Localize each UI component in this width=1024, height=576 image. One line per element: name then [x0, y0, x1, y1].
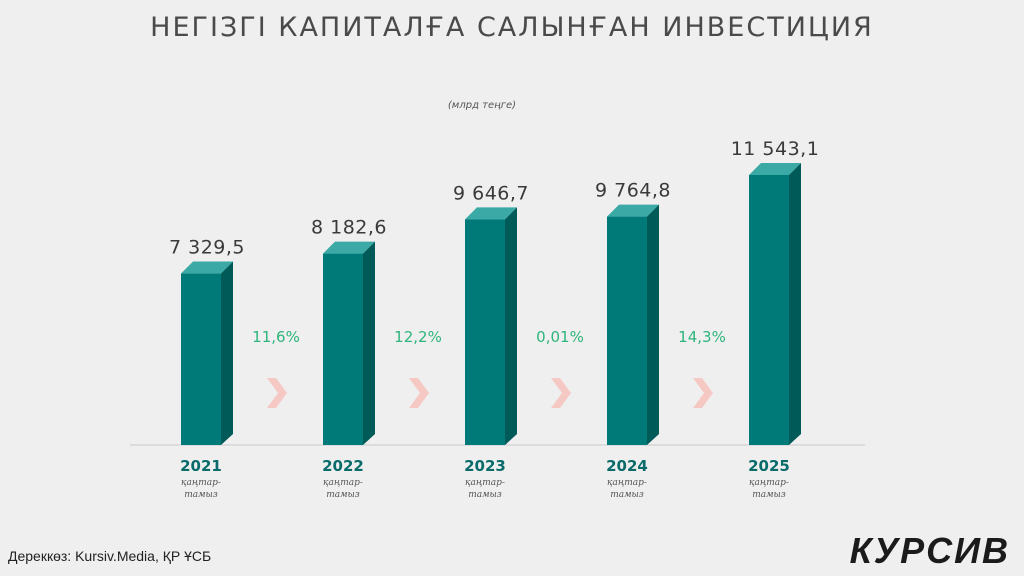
year-label-2023: 2023 — [464, 457, 506, 475]
chevron-right-icon — [409, 378, 429, 408]
bar-2021 — [181, 273, 221, 445]
chevron-right-icon — [267, 378, 287, 408]
period-label: қаңтар- — [323, 478, 363, 488]
chevron-right-icon — [693, 378, 713, 408]
bar-side-2024 — [647, 204, 659, 445]
bar-top-2024 — [607, 204, 659, 217]
bar-side-2022 — [363, 241, 375, 445]
bar-side-2023 — [505, 207, 517, 445]
year-label-2021: 2021 — [180, 457, 222, 475]
growth-label: 12,2% — [394, 328, 442, 346]
bar-top-2023 — [465, 207, 517, 220]
chevron-right-icon — [551, 378, 571, 408]
bar-top-2025 — [749, 163, 801, 175]
period-label: тамыз — [610, 490, 644, 500]
value-label-2025: 11 543,1 — [731, 138, 820, 160]
year-label-2024: 2024 — [606, 457, 648, 475]
bar-group — [181, 163, 801, 445]
period-label: қаңтар- — [465, 478, 505, 488]
growth-label: 14,3% — [678, 328, 726, 346]
period-label: қаңтар- — [607, 478, 647, 488]
year-label-2025: 2025 — [748, 457, 790, 475]
value-label-2023: 9 646,7 — [453, 182, 529, 204]
bar-side-2021 — [221, 261, 233, 445]
period-label: тамыз — [468, 490, 502, 500]
bar-side-2025 — [789, 163, 801, 445]
source-note: Дереккөз: Kursiv.Media, ҚР ҰСБ — [8, 548, 212, 564]
period-label: қаңтар- — [749, 478, 789, 488]
unit-label: (млрд теңге) — [447, 100, 517, 111]
growth-label: 0,01% — [536, 328, 584, 346]
bar-2024 — [607, 216, 647, 445]
bar-2022 — [323, 253, 363, 445]
growth-label: 11,6% — [252, 328, 300, 346]
period-label: қаңтар- — [181, 478, 221, 488]
chart-title: НЕГІЗГІ КАПИТАЛҒА САЛЫНҒАН ИНВЕСТИЦИЯ — [150, 12, 874, 43]
period-label: тамыз — [752, 490, 786, 500]
period-label: тамыз — [184, 490, 218, 500]
value-label-2024: 9 764,8 — [595, 180, 671, 202]
value-label-2022: 8 182,6 — [311, 217, 387, 239]
bar-2023 — [465, 219, 505, 445]
kursiv-logo: КУРСИВ — [849, 530, 1010, 571]
bar-top-2021 — [181, 261, 233, 274]
bar-2025 — [749, 175, 789, 445]
period-label: тамыз — [326, 490, 360, 500]
year-label-2022: 2022 — [322, 457, 364, 475]
label-group: 7 329,5 2021 қаңтар-тамыз 8 182,6 2022 қаңтар… — [169, 138, 819, 500]
value-label-2021: 7 329,5 — [169, 237, 245, 259]
bar-top-2022 — [323, 241, 375, 254]
